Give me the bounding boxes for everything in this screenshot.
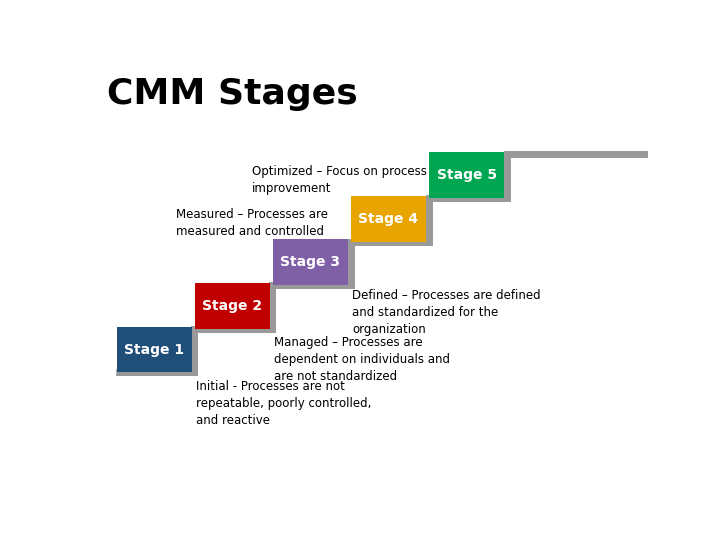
- Text: Stage 4: Stage 4: [359, 212, 418, 226]
- Text: Defined – Processes are defined
and standardized for the
organization: Defined – Processes are defined and stan…: [352, 289, 541, 336]
- Text: Stage 5: Stage 5: [436, 168, 497, 182]
- Text: Managed – Processes are
dependent on individuals and
are not standardized: Managed – Processes are dependent on ind…: [274, 336, 450, 383]
- Text: Stage 3: Stage 3: [280, 255, 341, 269]
- FancyBboxPatch shape: [429, 152, 504, 198]
- FancyBboxPatch shape: [117, 327, 192, 373]
- Text: CMM Stages: CMM Stages: [107, 77, 358, 111]
- Text: Optimized – Focus on process
improvement: Optimized – Focus on process improvement: [252, 165, 427, 194]
- FancyBboxPatch shape: [194, 283, 270, 329]
- FancyBboxPatch shape: [351, 196, 426, 241]
- FancyBboxPatch shape: [273, 239, 348, 285]
- Text: Initial - Processes are not
repeatable, poorly controlled,
and reactive: Initial - Processes are not repeatable, …: [196, 380, 372, 427]
- Text: Measured – Processes are
measured and controlled: Measured – Processes are measured and co…: [176, 208, 328, 238]
- Text: Stage 2: Stage 2: [202, 299, 262, 313]
- Text: Stage 1: Stage 1: [124, 342, 184, 356]
